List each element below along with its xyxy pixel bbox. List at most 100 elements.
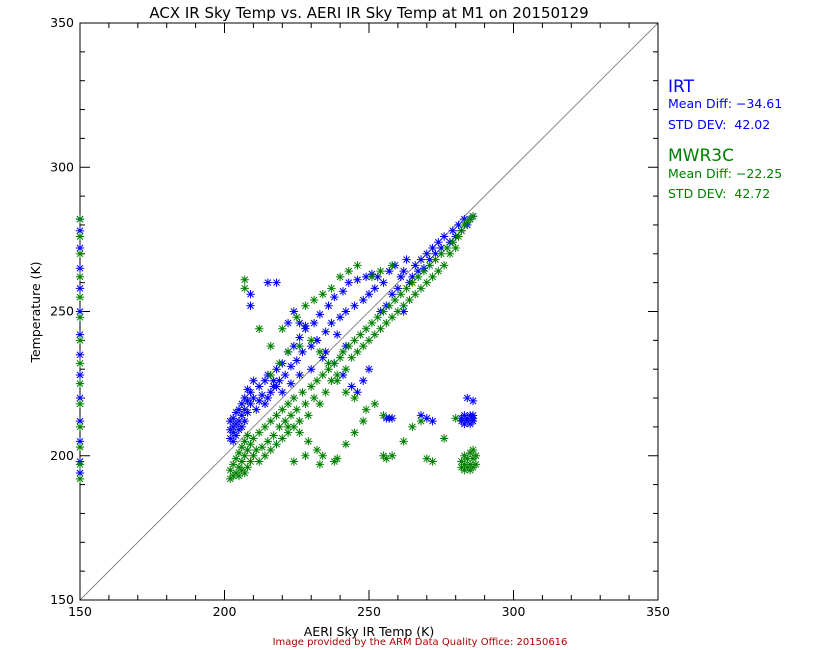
- irt-point: [75, 468, 85, 478]
- irt-point: [359, 376, 368, 385]
- mwr3c-point: [240, 275, 249, 284]
- mwr3c-point: [75, 336, 85, 345]
- irt-point: [234, 405, 244, 414]
- irt-point: [75, 264, 85, 273]
- irt-point: [364, 289, 374, 299]
- irt-point: [399, 266, 408, 276]
- irt-point: [246, 301, 255, 310]
- mwr3c-point: [327, 284, 336, 293]
- x-tick-label: 200: [213, 604, 237, 619]
- irt-std-dev: STD DEV: 42.02: [668, 117, 770, 132]
- mwr3c-point: [408, 278, 417, 287]
- irt-point: [408, 272, 417, 282]
- irt-point: [350, 301, 359, 310]
- mwr3c-point: [321, 388, 330, 397]
- mwr3c-point: [234, 471, 244, 481]
- mwr3c-point: [315, 460, 325, 469]
- y-tick-label: 350: [50, 15, 74, 30]
- mwr3c-point: [278, 405, 287, 414]
- mwr3c-point: [387, 313, 397, 322]
- irt-point: [454, 220, 463, 230]
- mwr3c-point: [240, 468, 249, 478]
- irt-point: [228, 414, 238, 423]
- mwr3c-point: [75, 313, 85, 322]
- irt-point: [269, 382, 278, 391]
- irt-point: [347, 382, 356, 391]
- irt-point: [416, 255, 426, 264]
- mwr3c-point: [463, 454, 472, 463]
- irt-point: [434, 238, 443, 247]
- irt-point: [283, 318, 293, 328]
- irt-point: [254, 396, 264, 406]
- mwr3c-point: [411, 289, 420, 299]
- irt-point: [321, 327, 330, 336]
- mwr3c-point: [439, 434, 449, 443]
- irt-point: [416, 411, 426, 420]
- mwr3c-point: [471, 460, 481, 469]
- irt-point: [75, 370, 85, 380]
- mwr3c-point: [278, 324, 287, 334]
- mwr3c-point: [359, 416, 368, 426]
- mwr3c-point: [301, 301, 310, 310]
- irt-point: [234, 416, 244, 426]
- mwr3c-point: [413, 272, 423, 282]
- irt-point: [289, 307, 299, 316]
- irt-point: [411, 261, 420, 270]
- mwr3c-point: [335, 353, 345, 362]
- mwr3c-point: [304, 437, 313, 446]
- irt-point: [292, 356, 301, 365]
- mwr3c-point: [457, 226, 466, 235]
- irt-point: [341, 307, 351, 316]
- mwr3c-point: [304, 411, 313, 420]
- irt-point: [237, 422, 247, 432]
- mwr3c-point: [341, 388, 351, 397]
- mwr3c-point: [382, 454, 391, 463]
- mwr3c-point: [390, 295, 400, 305]
- irt-point: [75, 243, 85, 253]
- irt-point: [301, 321, 310, 331]
- mwr3c-point: [243, 445, 252, 455]
- mwr3c-point: [376, 324, 385, 334]
- mwr3c-point: [324, 365, 333, 374]
- irt-std-value: 42.02: [734, 117, 771, 132]
- mwr3c-point: [428, 272, 437, 282]
- mwr3c-point: [399, 437, 408, 446]
- irt-point: [338, 370, 348, 380]
- mwr3c-point: [292, 313, 301, 322]
- mwr3c-point: [289, 422, 299, 432]
- mwr3c-point: [376, 266, 385, 276]
- mwr3c-point: [289, 457, 299, 466]
- y-axis-label: Temperature (K): [28, 261, 43, 363]
- mwr3c-point: [289, 393, 299, 403]
- mwr3c-point: [367, 272, 377, 282]
- mwr3c-point: [451, 414, 460, 423]
- mwr3c-point: [437, 249, 446, 258]
- irt-point: [422, 414, 431, 423]
- irt-point: [275, 376, 284, 385]
- irt-point: [402, 255, 411, 264]
- mwr3c-point: [451, 243, 460, 253]
- mwr3c-point: [309, 295, 319, 305]
- mwr3c-point: [237, 457, 247, 466]
- irt-point: [280, 370, 290, 380]
- mwr3c-point: [75, 232, 85, 241]
- irt-point: [243, 408, 252, 417]
- mwr3c-point: [75, 399, 85, 409]
- mwr3c-point: [286, 411, 296, 420]
- mwr3c-point: [280, 416, 290, 426]
- irt-mean-value: −34.61: [735, 96, 783, 111]
- mwr3c-point: [385, 301, 394, 310]
- mwr3c-point: [283, 428, 293, 437]
- irt-point: [246, 289, 255, 299]
- mwr3c-point: [301, 451, 310, 460]
- mwr3c-point: [75, 249, 85, 258]
- x-tick-label: 350: [646, 604, 670, 619]
- mwr3c-point: [344, 341, 353, 351]
- mwr3c-point: [439, 261, 449, 270]
- irt-point: [425, 255, 434, 264]
- irt-point: [335, 313, 345, 322]
- mwr3c-point: [292, 405, 301, 414]
- irt-mean-label: Mean Diff:: [668, 96, 732, 111]
- irt-point: [330, 292, 339, 302]
- mwr3c-point: [425, 261, 434, 270]
